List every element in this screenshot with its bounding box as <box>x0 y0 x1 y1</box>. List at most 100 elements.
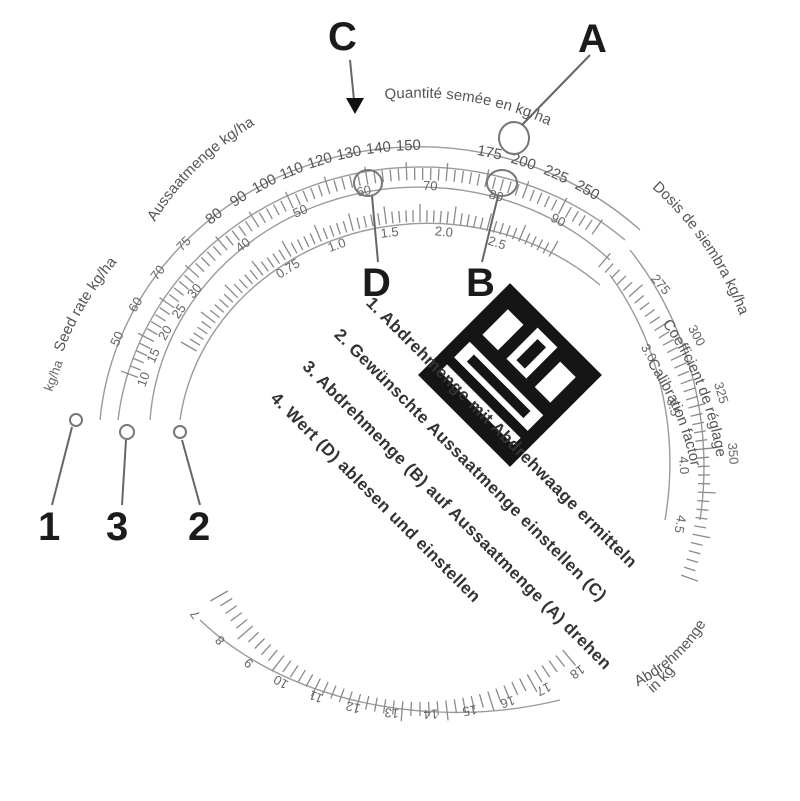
inner-tick-43 <box>439 210 442 223</box>
top-tick-58 <box>507 181 512 194</box>
right-tick-13 <box>666 346 679 354</box>
scale-title-quantite: Quantité semée en kg/ha <box>384 85 555 130</box>
right-tick-24 <box>695 438 708 442</box>
top-tick-59 <box>514 183 520 196</box>
top-tick-61 <box>529 189 535 202</box>
top-tick-34 <box>317 184 323 197</box>
inner-top-label-2.0: 2.0 <box>434 223 453 240</box>
inner-tick-47 <box>466 214 470 227</box>
middle-top-label-70: 70 <box>423 178 438 193</box>
right-inner-label-4.5: 4.5 <box>672 514 690 534</box>
bottom-label-12: 12 <box>344 698 362 716</box>
outer-top-label-140: 140 <box>365 138 392 158</box>
right-tick-33 <box>695 516 708 520</box>
right-tick-27 <box>697 465 710 468</box>
top-tick-33 <box>310 187 316 200</box>
bottom-tick-43 <box>548 660 558 673</box>
top-tick-6 <box>146 328 158 336</box>
right-tick-8 <box>644 308 655 318</box>
left-outer-label-70: 70 <box>147 262 168 283</box>
right-outer-label-300: 300 <box>685 322 708 348</box>
top-tick-65 <box>557 197 568 215</box>
inner-tick-50 <box>486 213 493 231</box>
right-tick-26 <box>697 456 710 459</box>
leader-1 <box>51 426 73 506</box>
inner-tick-3 <box>197 326 208 335</box>
bottom-tick-23 <box>382 699 387 714</box>
right-tick-1 <box>604 263 614 274</box>
bottom-tick-37 <box>503 685 510 699</box>
leader-a <box>521 54 591 126</box>
bottom-tick-6 <box>247 631 259 643</box>
top-tick-15 <box>185 264 200 278</box>
top-tick-64 <box>550 199 558 211</box>
inner-tick-51 <box>492 220 498 233</box>
outer-top-label-150: 150 <box>396 137 422 155</box>
inner-tick-60 <box>548 240 559 257</box>
right-tick-20 <box>688 402 707 409</box>
inner-tick-34 <box>377 213 381 226</box>
right-tick-22 <box>692 421 705 426</box>
inner-tick-26 <box>322 227 329 240</box>
top-tick-23 <box>238 225 247 237</box>
right-tick-38 <box>686 558 699 564</box>
inner-tick-35 <box>383 206 387 225</box>
bottom-label-16: 16 <box>498 693 516 712</box>
top-tick-11 <box>168 293 180 303</box>
top-tick-17 <box>200 257 211 267</box>
marker-3-circle <box>119 424 135 440</box>
inner-top-label-1.5: 1.5 <box>380 224 400 241</box>
top-tick-27 <box>265 208 273 220</box>
bottom-tick-35 <box>487 691 495 711</box>
top-tick-51 <box>453 169 456 182</box>
bottom-tick-44 <box>555 655 566 667</box>
right-tick-5 <box>628 284 643 298</box>
inner-tick-30 <box>347 213 354 231</box>
inner-tick-19 <box>278 249 286 261</box>
inner-tick-24 <box>309 233 316 245</box>
top-tick-13 <box>178 281 189 290</box>
inner-top-label-1.0: 1.0 <box>326 235 348 255</box>
top-tick-24 <box>244 220 253 232</box>
inner-tick-31 <box>356 217 361 230</box>
leader-3 <box>121 439 127 506</box>
left-middle-label-20: 20 <box>155 323 175 343</box>
inner-tick-13 <box>244 274 253 285</box>
inner-tick-58 <box>536 239 544 251</box>
right-tick-19 <box>686 395 698 401</box>
marker-d-circle <box>353 169 383 197</box>
bottom-tick-34 <box>478 693 484 708</box>
bottom-tick-21 <box>364 695 370 710</box>
callout-3: 3 <box>106 505 128 549</box>
bottom-tick-3 <box>230 612 243 622</box>
inner-tick-57 <box>530 236 537 248</box>
right-outer-label-350: 350 <box>725 442 742 465</box>
bottom-tick-0 <box>210 590 229 602</box>
bottom-tick-11 <box>282 660 292 673</box>
top-tick-43 <box>389 169 392 182</box>
right-tick-15 <box>674 360 692 369</box>
right-tick-2 <box>610 269 621 279</box>
outer-top-label-130: 130 <box>335 142 363 164</box>
inner-tick-54 <box>511 227 518 240</box>
right-tick-25 <box>696 447 715 451</box>
top-tick-42 <box>381 170 385 183</box>
bottom-label-15: 15 <box>461 702 478 719</box>
bottom-tick-labels: 789 10 11 12 13 14 15 16 17 18 <box>187 607 588 722</box>
right-inner-label-4.0: 4.0 <box>676 456 692 475</box>
inner-tick-55 <box>518 224 527 242</box>
right-tick-18 <box>683 387 696 393</box>
bottom-scale-ticks <box>210 590 577 722</box>
inner-tick-20 <box>281 240 292 257</box>
inner-tick-38 <box>405 210 408 223</box>
inner-tick-45 <box>453 206 457 225</box>
inner-tick-48 <box>472 215 477 228</box>
outer-top-label-250: 250 <box>572 177 602 204</box>
callout-1: 1 <box>38 505 60 549</box>
right-inner-label-3.5: 3.5 <box>664 396 684 418</box>
right-tick-40 <box>680 574 699 582</box>
top-tick-66 <box>564 206 572 218</box>
outer-top-label-80: 80 <box>202 205 226 229</box>
bottom-label-11: 11 <box>307 687 325 706</box>
top-tick-20 <box>215 235 228 251</box>
